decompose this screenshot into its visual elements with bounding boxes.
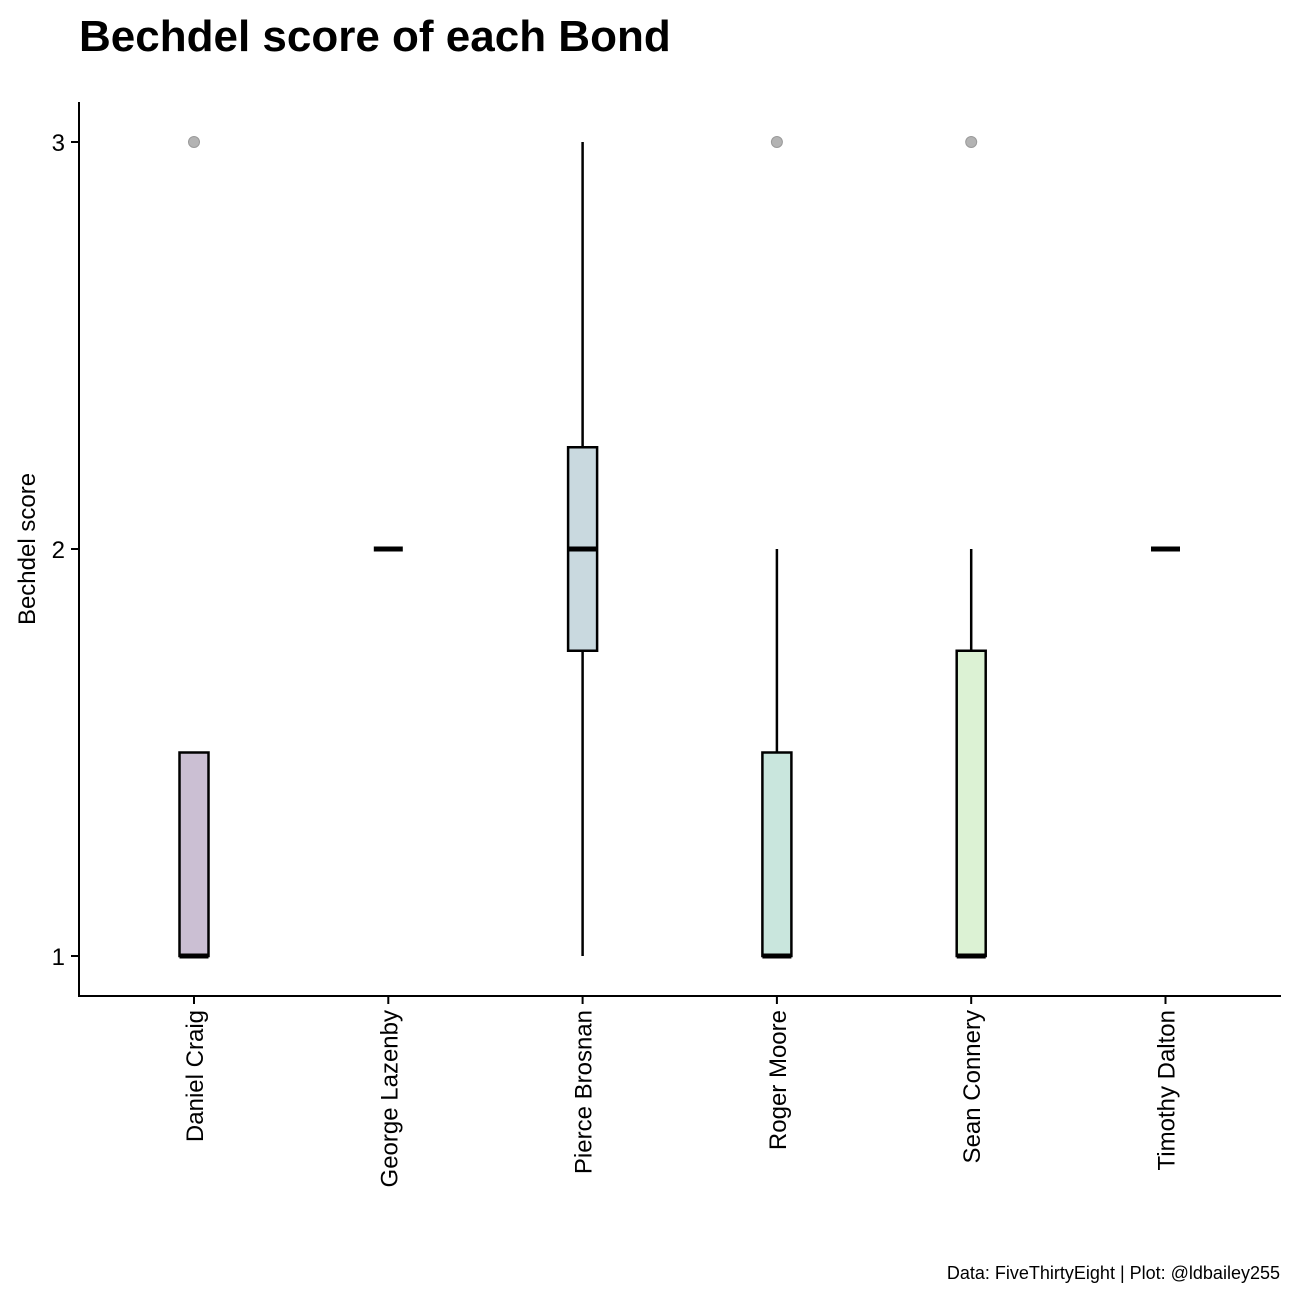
y-axis-title: Bechdel score <box>14 473 41 625</box>
box-group <box>566 142 599 956</box>
y-tick-label: 1 <box>52 944 65 971</box>
x-ticks: Daniel Craig George Lazenby Pierce Brosnan… <box>182 996 1181 1187</box>
outlier-point <box>188 136 200 148</box>
x-tick-label: George Lazenby <box>376 1010 403 1187</box>
y-tick-label: 2 <box>52 537 65 564</box>
box-group <box>178 136 210 959</box>
box-group <box>761 136 793 959</box>
caption: Data: FiveThirtyEight | Plot: @ldbailey2… <box>946 1263 1280 1283</box>
x-tick-label: Timothy Dalton <box>1154 1010 1181 1171</box>
y-ticks: 1 2 3 <box>52 130 79 971</box>
y-tick-label: 3 <box>52 130 65 157</box>
outlier-point <box>965 136 978 148</box>
box <box>761 751 793 958</box>
x-tick-label: Daniel Craig <box>182 1010 209 1142</box>
chart-title: Bechdel score of each Bond <box>79 12 671 61</box>
box-group <box>955 136 987 959</box>
box <box>178 751 210 958</box>
outlier-point <box>770 136 783 148</box>
box <box>955 649 987 958</box>
axes <box>78 102 1281 997</box>
x-tick-label: Sean Connery <box>959 1010 986 1163</box>
x-tick-label: Pierce Brosnan <box>571 1010 598 1174</box>
x-tick-label: Roger Moore <box>765 1010 792 1150</box>
boxes <box>178 136 1180 959</box>
